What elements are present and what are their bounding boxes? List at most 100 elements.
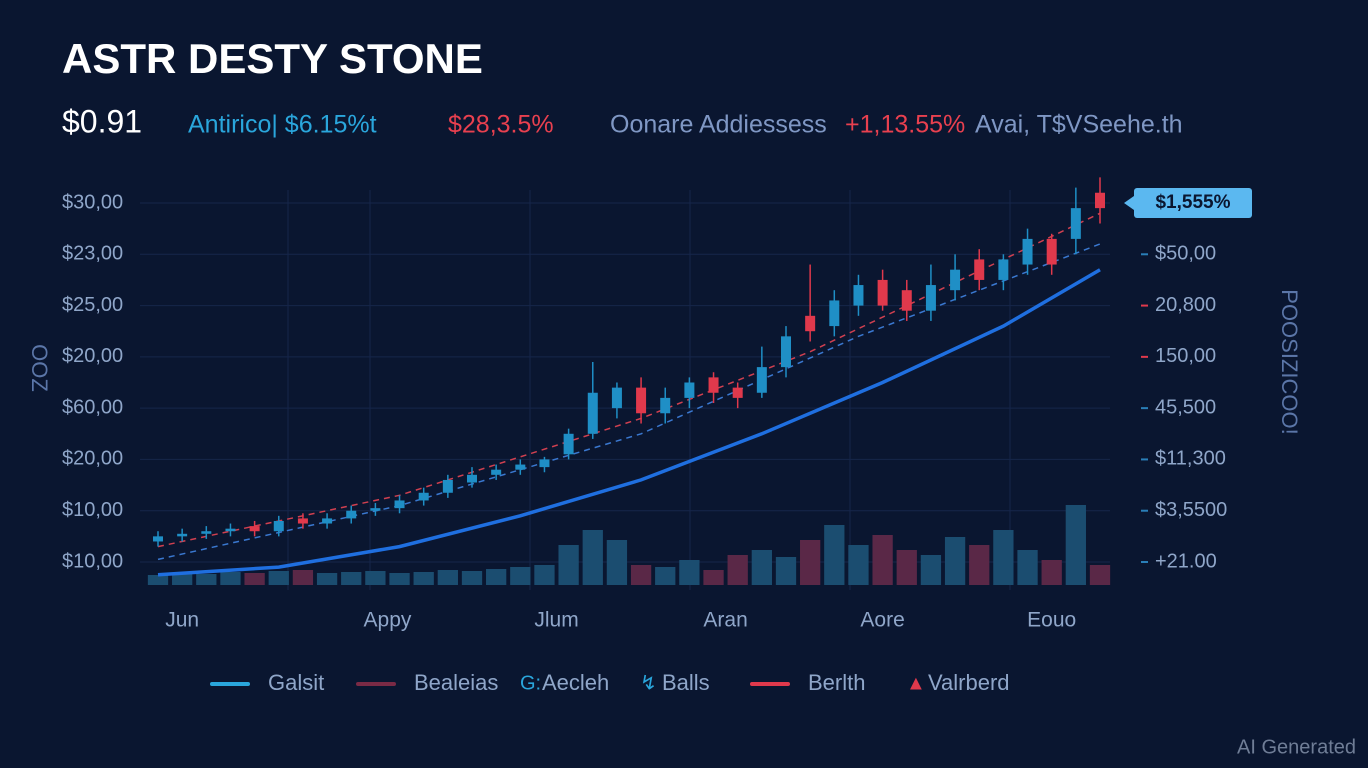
volume-bar bbox=[655, 567, 676, 585]
candle-body bbox=[418, 492, 429, 501]
candle-body bbox=[781, 336, 791, 368]
candle-body bbox=[1022, 238, 1033, 265]
candle-body bbox=[829, 300, 840, 327]
y-tick-label: $25,00 bbox=[62, 294, 123, 316]
price: $0.91 bbox=[62, 103, 142, 139]
volume-bar bbox=[969, 545, 990, 585]
legend-icon: ▲ bbox=[906, 672, 926, 694]
dashed-line bbox=[157, 243, 1101, 561]
volume-bar bbox=[1065, 505, 1086, 585]
candle-body bbox=[491, 469, 502, 475]
y2-tick-label: 20,800 bbox=[1155, 294, 1216, 316]
trend-line bbox=[157, 268, 1101, 577]
candle-body bbox=[1095, 192, 1105, 209]
legend-label: Bealeias bbox=[414, 670, 498, 695]
y-tick-label: $10,00 bbox=[62, 499, 123, 521]
candle-body bbox=[950, 269, 961, 291]
volume-bar bbox=[1017, 550, 1038, 585]
candle-body bbox=[515, 464, 526, 470]
candle-body bbox=[297, 518, 308, 524]
legend-label: Berlth bbox=[808, 670, 865, 695]
y-tick-label: $20,00 bbox=[62, 345, 123, 367]
candle-body bbox=[249, 526, 260, 532]
volume-bar bbox=[268, 571, 289, 585]
legend-label: Aecleh bbox=[542, 670, 609, 695]
candle-body bbox=[660, 397, 671, 414]
x-tick-label: Jlum bbox=[534, 609, 578, 632]
header-stat: Avai, T$VSeehe.th bbox=[975, 111, 1183, 139]
candle-body bbox=[732, 387, 743, 398]
candle-body bbox=[708, 377, 719, 393]
x-tick-label: Appy bbox=[364, 609, 412, 632]
volume-bar bbox=[389, 573, 410, 585]
y2-tick-label: $11,300 bbox=[1155, 448, 1226, 470]
header-stat: Oonare Addiessess bbox=[610, 111, 827, 139]
volume-bar bbox=[751, 550, 772, 585]
candle-body bbox=[370, 508, 381, 511]
volume-bar bbox=[316, 573, 338, 585]
watermark: AI Generated bbox=[1237, 736, 1356, 758]
volume-bar bbox=[1041, 560, 1062, 585]
volume-bar bbox=[437, 570, 458, 585]
candle-body bbox=[901, 290, 912, 311]
candle-body bbox=[563, 433, 574, 455]
legend-icon: ↯ bbox=[640, 672, 657, 694]
legend-label: Galsit bbox=[268, 670, 324, 695]
price-tag-box bbox=[1134, 188, 1252, 218]
candle-body bbox=[442, 479, 453, 493]
volume-bar bbox=[510, 567, 531, 585]
volume-bar bbox=[292, 570, 314, 585]
header-stat: +1,13.55% bbox=[845, 111, 965, 139]
volume-bar bbox=[896, 550, 917, 585]
legend-label: Valrberd bbox=[928, 670, 1010, 695]
y-axis-title: OOZ bbox=[27, 344, 52, 392]
volume-bar bbox=[630, 565, 652, 585]
candle-body bbox=[322, 518, 333, 524]
volume-bar bbox=[920, 555, 942, 585]
y2-tick-label: +21.00 bbox=[1155, 550, 1217, 572]
candle-body bbox=[201, 531, 212, 534]
volume-bar bbox=[775, 557, 797, 585]
candle-body bbox=[636, 387, 647, 414]
header-stat: Antirico| $6.15%t bbox=[188, 111, 377, 139]
candle-body bbox=[756, 367, 767, 393]
candle-body bbox=[684, 382, 695, 398]
price-tag-arrow bbox=[1124, 196, 1134, 210]
volume-bar bbox=[800, 540, 821, 585]
volume-bar bbox=[341, 572, 362, 585]
volume-bar bbox=[172, 573, 193, 585]
volume-bar bbox=[703, 570, 724, 585]
volume-bar bbox=[993, 530, 1014, 585]
x-tick-label: Aore bbox=[860, 609, 904, 632]
candle-body bbox=[539, 459, 550, 468]
volume-bar bbox=[727, 555, 748, 585]
candle-body bbox=[974, 259, 985, 280]
candle-body bbox=[177, 533, 188, 537]
x-tick-label: Aran bbox=[703, 609, 747, 632]
candle-body bbox=[853, 285, 864, 306]
y-tick-label: $10,00 bbox=[62, 550, 123, 572]
volume-bar bbox=[461, 571, 483, 585]
volume-bar bbox=[413, 572, 434, 585]
volume-bar bbox=[606, 540, 628, 585]
volume-bar bbox=[534, 565, 555, 585]
x-tick-label: Eouo bbox=[1027, 609, 1076, 632]
x-tick-label: Jun bbox=[165, 609, 199, 632]
candle-body bbox=[467, 474, 477, 483]
volume-bar bbox=[679, 560, 700, 585]
y2-tick-label: 45,500 bbox=[1155, 396, 1216, 418]
title: ASTR DESTY STONE bbox=[62, 35, 483, 82]
candle-body bbox=[1070, 208, 1081, 239]
volume-bar bbox=[220, 572, 241, 585]
candle-body bbox=[925, 285, 936, 311]
volume-bar bbox=[558, 545, 579, 585]
candle-body bbox=[587, 392, 598, 434]
y2-tick-label: 150,00 bbox=[1155, 345, 1216, 367]
candle-body bbox=[273, 520, 284, 532]
volume-bar bbox=[365, 571, 386, 585]
candle-body bbox=[153, 536, 163, 542]
volume-bar bbox=[147, 575, 169, 585]
candle-body bbox=[998, 259, 1009, 280]
